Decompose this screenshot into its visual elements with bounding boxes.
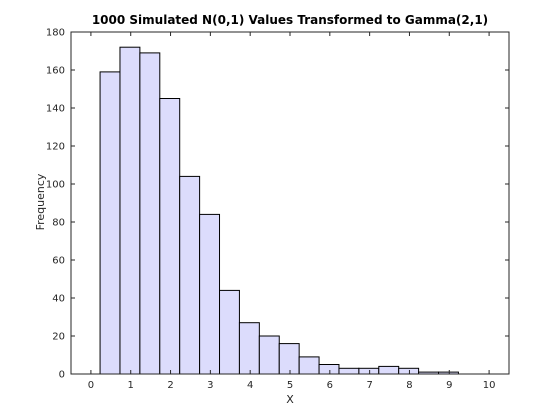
y-axis-label: Frequency [34,173,47,230]
histogram-bar-7 [238,322,260,375]
chart-title: 1000 Simulated N(0,1) Values Transformed… [92,13,488,27]
x-tick-label-9: 9 [446,380,452,391]
x-tick-label-3: 3 [207,380,213,391]
x-axis-label: X [286,393,294,406]
y-tick-label-3: 60 [52,256,65,267]
x-tick-label-4: 4 [247,380,253,391]
histogram-bar-2 [139,52,161,375]
histogram-bar-15 [398,367,420,375]
x-tick-label-2: 2 [167,380,173,391]
y-axis-ticks: 0 20 40 60 80 100 120 140 160 180 [46,28,509,381]
histogram-bar-12 [338,367,360,375]
y-tick-label-5: 100 [46,180,65,191]
y-tick-label-4: 80 [52,218,65,229]
x-tick-label-8: 8 [406,380,412,391]
histogram-bar-1 [119,46,141,375]
x-tick-label-0: 0 [88,380,94,391]
histogram-bar-3 [159,98,181,375]
histogram-bar-5 [199,213,221,375]
y-tick-label-6: 120 [46,142,65,153]
y-tick-label-1: 20 [52,332,65,343]
histogram-bar-8 [258,335,280,375]
histogram-bar-14 [378,365,400,375]
histogram-bars [99,46,459,375]
x-axis-ticks: 0 1 2 3 4 5 6 7 8 9 10 [88,32,496,391]
x-tick-label-6: 6 [327,380,333,391]
histogram-bar-10 [298,356,320,375]
histogram-bar-13 [358,367,380,375]
y-tick-label-9: 180 [46,28,65,39]
y-tick-label-2: 40 [52,294,65,305]
x-tick-label-1: 1 [128,380,134,391]
y-tick-label-8: 160 [46,66,65,77]
histogram-bar-11 [318,364,340,375]
y-tick-label-7: 140 [46,104,65,115]
histogram-bar-9 [278,343,300,375]
histogram-bar-4 [179,175,201,375]
x-tick-label-7: 7 [366,380,372,391]
histogram-bar-0 [99,71,121,375]
histogram-bar-6 [219,289,240,375]
x-tick-label-10: 10 [483,380,496,391]
y-tick-label-0: 0 [59,370,65,381]
x-tick-label-5: 5 [287,380,293,391]
